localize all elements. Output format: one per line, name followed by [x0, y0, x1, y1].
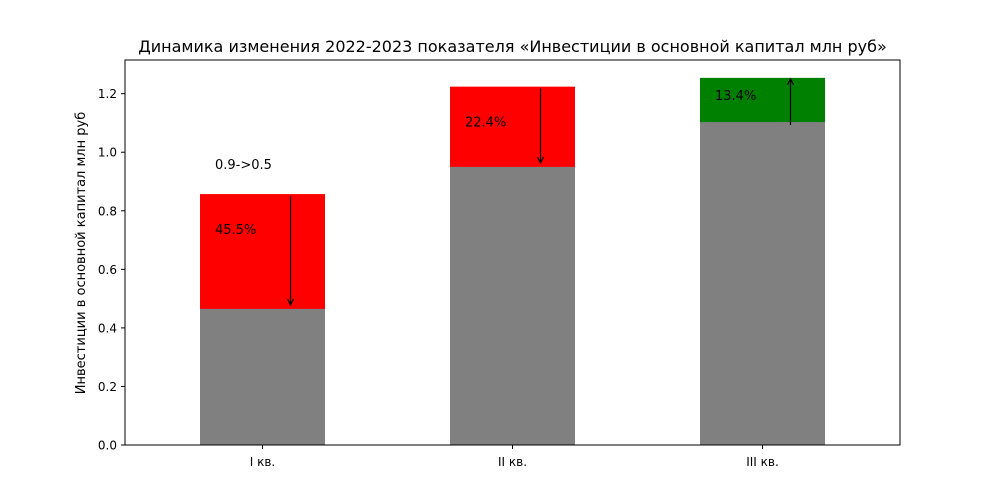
chart-title: Динамика изменения 2022-2023 показателя …	[138, 37, 887, 56]
y-tick-label: 0.8	[98, 204, 117, 218]
change-label: 45.5%	[215, 223, 256, 238]
axes-layer: 0.0 0.2 0.4 0.6 0.8 1.0 1.2 I кв. II кв. III кв.	[98, 59, 901, 469]
y-tick-label: 0.6	[98, 263, 117, 277]
y-axis-label: Инвестиции в основной капитал млн руб	[74, 112, 89, 394]
change-arrow-head	[786, 77, 795, 86]
annotations-layer: 45.5% 22.4% 13.4% 0.9->0.5	[215, 77, 795, 307]
x-tick-label: I кв.	[250, 455, 276, 469]
base-bar	[200, 308, 325, 445]
y-tick-label: 1.2	[98, 87, 117, 101]
y-tick-label: 0.0	[98, 439, 117, 453]
base-bar	[450, 166, 575, 446]
change-arrow-head	[536, 156, 545, 165]
y-tick-label: 0.2	[98, 380, 117, 394]
bars-layer	[200, 77, 825, 446]
annotation-label: 0.9->0.5	[215, 158, 272, 173]
base-bar	[700, 122, 825, 445]
change-label: 13.4%	[715, 89, 756, 104]
x-tick-label: III кв.	[746, 455, 779, 469]
y-tick-label: 0.4	[98, 321, 117, 335]
change-arrow-head	[286, 298, 295, 307]
x-tick-label: II кв.	[498, 455, 527, 469]
y-tick-label: 1.0	[98, 146, 117, 160]
change-label: 22.4%	[465, 116, 506, 131]
